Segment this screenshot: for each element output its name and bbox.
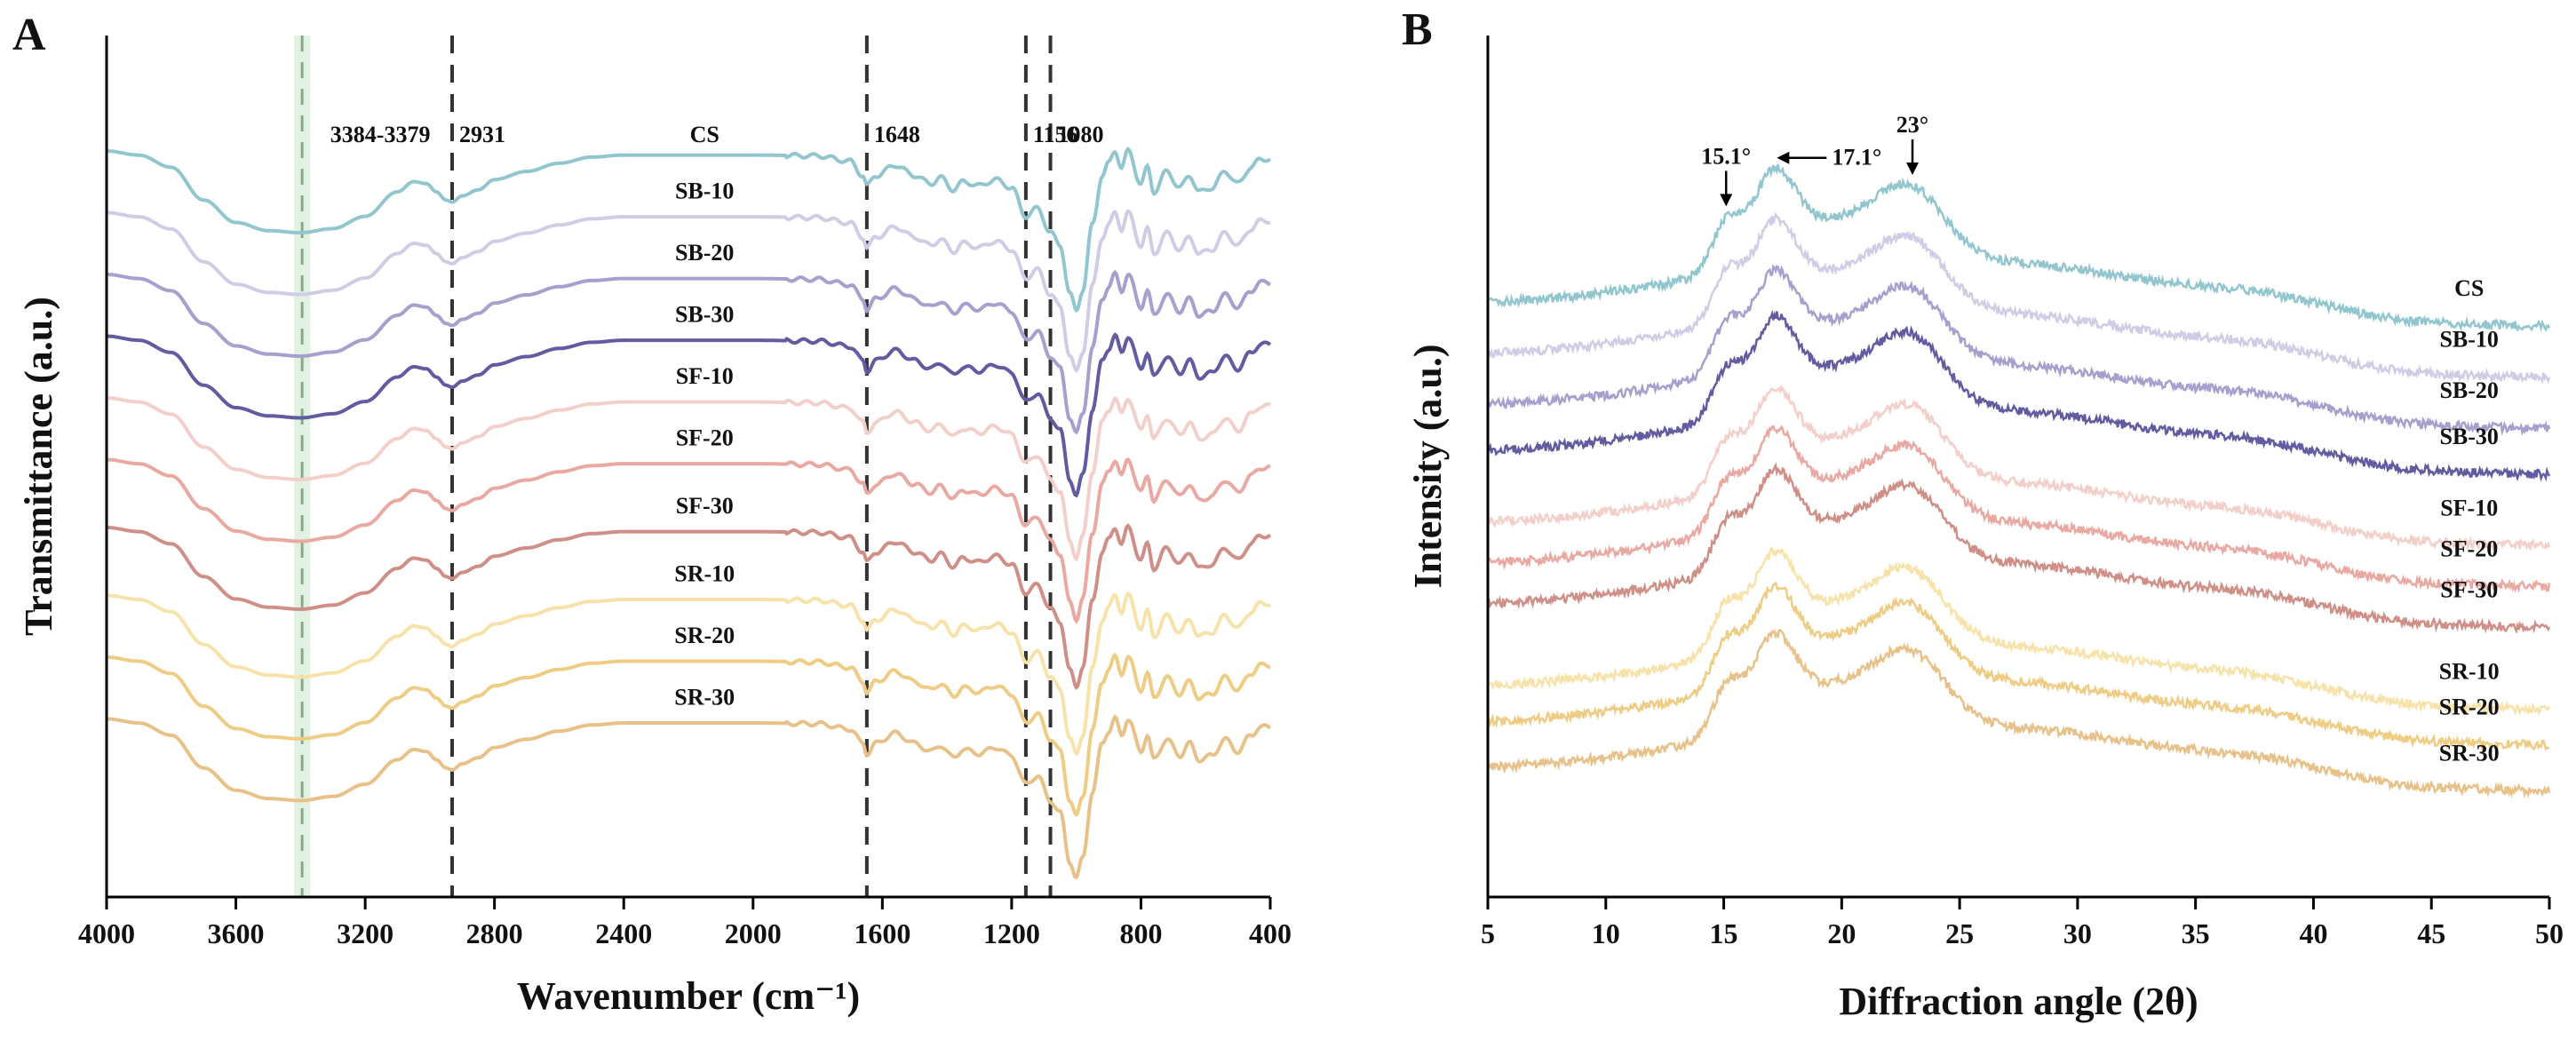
ftir-series-SF-20 <box>107 456 1271 624</box>
xrd-series-label-CS: CS <box>2454 275 2484 301</box>
panel-b-xrd-chart: B CS SB-10 SB-20 SB-30 SF-10 SF-20 SF-30 SR-10 S… <box>1402 4 2564 1023</box>
xrd-series-label-SF-10: SF-10 <box>2440 495 2498 520</box>
panel-a-letter: A <box>12 10 46 60</box>
ftir-series-label-SB-30: SB-30 <box>675 302 734 328</box>
xrd-series-SR-30 <box>1486 629 2551 799</box>
xrd-series-SR-10 <box>1486 546 2551 717</box>
panel-b-x-axis-title: Diffraction angle (2θ) <box>1839 980 2198 1023</box>
x-tick-label-2800: 2800 <box>466 917 523 949</box>
ftir-series-SF-30 <box>107 523 1272 691</box>
ftir-series-label-SF-20: SF-20 <box>676 425 734 451</box>
b-x-tick-label-40: 40 <box>2299 917 2327 949</box>
xrd-series-CS <box>1486 163 2551 333</box>
b-x-tick-label-35: 35 <box>2182 917 2210 949</box>
x-tick-label-4000: 4000 <box>78 917 135 949</box>
xrd-series-SR-20 <box>1486 581 2550 752</box>
annotation-label-2: 1648 <box>874 122 920 147</box>
x-tick-label-3600: 3600 <box>208 917 265 949</box>
xrd-series-SF-10 <box>1486 384 2551 552</box>
xrd-series-SB-20 <box>1486 264 2551 436</box>
ftir-series-SR-30 <box>107 714 1272 880</box>
xrd-series-label-SR-30: SR-30 <box>2439 740 2500 766</box>
x-tick-label-800: 800 <box>1119 917 1162 949</box>
annotation-label-1: 2931 <box>459 122 505 147</box>
b-x-tick-label-45: 45 <box>2417 917 2445 949</box>
b-x-tick-label-10: 10 <box>1592 917 1620 949</box>
panel-a-annotation-lines <box>449 36 1053 897</box>
ftir-series-label-CS: CS <box>690 122 720 147</box>
panel-b-peak-annotations: 15.1° 17.1° 23° <box>1701 112 1928 207</box>
ftir-series-label-SF-10: SF-10 <box>676 363 734 389</box>
ftir-series-SB-10 <box>107 209 1271 374</box>
ftir-series-label-SB-10: SB-10 <box>675 179 734 204</box>
ftir-series-label-SR-20: SR-20 <box>674 623 735 648</box>
panel-a-series-group <box>107 146 1272 880</box>
b-x-tick-label-5: 5 <box>1481 917 1495 949</box>
b-x-tick-label-25: 25 <box>1945 917 1974 949</box>
ftir-series-label-SF-30: SF-30 <box>676 493 734 519</box>
x-tick-label-2400: 2400 <box>595 917 652 949</box>
xrd-series-label-SB-20: SB-20 <box>2439 377 2498 403</box>
xrd-series-label-SF-30: SF-30 <box>2440 576 2498 602</box>
panel-b-series-labels: CS SB-10 SB-20 SB-30 SF-10 SF-20 SF-30 SR-10 SR-… <box>2439 275 2500 766</box>
panel-a-series-labels: CS SB-10 SB-20 SB-30 SF-10 SF-20 SF-30 SR-10 SR-… <box>674 122 735 710</box>
b-x-tick-label-50: 50 <box>2535 917 2564 949</box>
peak-label-1: 17.1° <box>1832 145 1881 171</box>
ftir-series-label-SR-30: SR-30 <box>674 684 735 710</box>
panel-a-x-axis-title: Wavenumber (cm⁻¹) <box>517 974 860 1018</box>
ftir-series-SB-20 <box>107 269 1271 435</box>
xrd-series-SB-10 <box>1486 211 2551 385</box>
x-tick-label-3200: 3200 <box>337 917 394 949</box>
xrd-series-SF-30 <box>1487 462 2551 634</box>
ftir-series-SB-30 <box>107 332 1272 498</box>
xrd-series-label-SF-20: SF-20 <box>2440 536 2498 561</box>
x-tick-label-1200: 1200 <box>983 917 1040 949</box>
panel-b-letter: B <box>1402 4 1433 55</box>
xrd-series-SF-20 <box>1486 425 2551 593</box>
xrd-series-label-SB-30: SB-30 <box>2439 424 2498 449</box>
peak-arrowhead-0 <box>1720 194 1733 207</box>
annotation-label-0: 3384-3379 <box>330 122 431 147</box>
xrd-series-label-SR-20: SR-20 <box>2439 695 2500 720</box>
x-tick-label-1600: 1600 <box>854 917 910 949</box>
b-x-tick-label-20: 20 <box>1827 917 1856 949</box>
panel-a-y-axis-title: Transmittance (a.u.) <box>17 297 60 636</box>
peak-label-0: 15.1° <box>1701 143 1751 169</box>
x-tick-label-400: 400 <box>1249 917 1292 949</box>
xrd-series-label-SB-10: SB-10 <box>2439 327 2498 353</box>
b-x-tick-label-15: 15 <box>1710 917 1738 949</box>
ftir-series-label-SR-10: SR-10 <box>674 560 735 586</box>
b-x-tick-label-30: 30 <box>2063 917 2092 949</box>
xrd-series-SB-30 <box>1487 309 2551 482</box>
x-tick-label-2000: 2000 <box>725 917 782 949</box>
ftir-series-label-SB-20: SB-20 <box>675 240 734 266</box>
peak-arrowhead-2 <box>1906 163 1919 176</box>
peak-arrowhead-1 <box>1777 151 1790 164</box>
panel-a-x-ticks: 4000 3600 3200 2800 2400 2000 1600 1200 800 400 <box>78 897 1292 949</box>
panel-b-y-axis-title: Intensity (a.u.) <box>1406 344 1450 588</box>
peak-label-2: 23° <box>1896 112 1928 138</box>
ftir-series-SF-10 <box>107 395 1271 562</box>
annotation-label-3: 1156 <box>1033 122 1078 147</box>
ftir-series-CS <box>107 146 1272 314</box>
ftir-series-SR-20 <box>107 652 1271 817</box>
panel-b-x-ticks: 5 10 15 20 25 30 35 40 45 50 <box>1481 897 2564 949</box>
panel-b-series-group <box>1486 163 2551 799</box>
xrd-series-label-SR-10: SR-10 <box>2439 658 2500 684</box>
panel-a-ftir-chart: A CS SB-10 SB-20 SB-30 SF-10 SF-20 SF-30 SR-10 S… <box>12 10 1292 1018</box>
ftir-series-SR-10 <box>107 591 1271 757</box>
annotation-label-4: 1080 <box>1058 122 1104 147</box>
